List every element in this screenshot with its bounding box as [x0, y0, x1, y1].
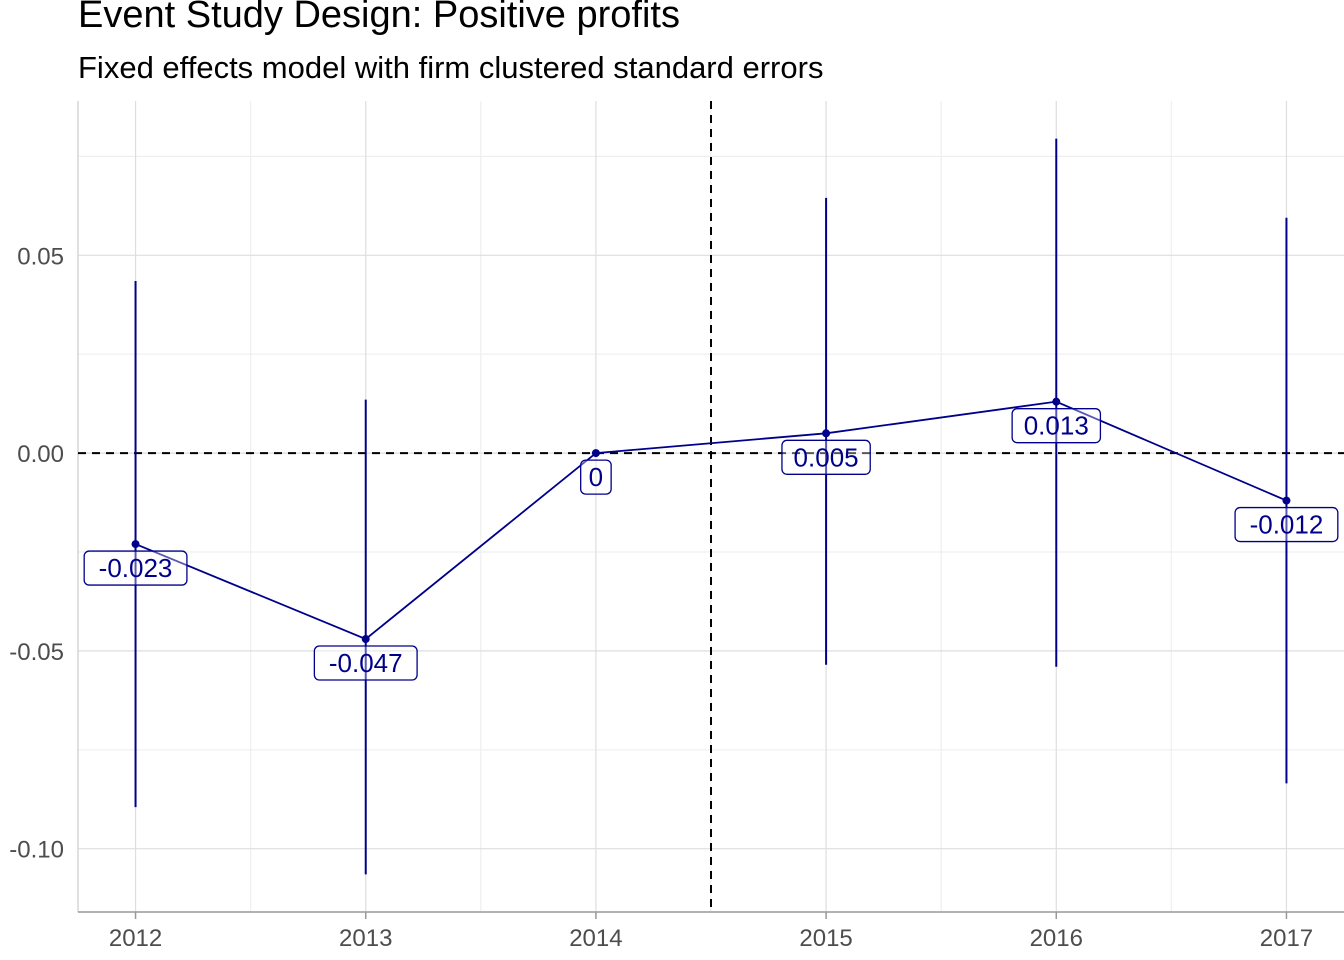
data-label: 0.013 [1024, 411, 1089, 441]
data-label-box [781, 439, 871, 475]
data-label-box [1234, 506, 1339, 543]
data-label-box [580, 459, 612, 495]
data-label-box [313, 645, 418, 681]
chart-subtitle: Fixed effects model with firm clustered … [78, 50, 824, 85]
y-tick-label: 0.00 [17, 441, 64, 468]
y-tick-label: 0.05 [17, 243, 64, 270]
x-tick-label: 2017 [1260, 925, 1313, 952]
x-tick-label: 2012 [109, 925, 162, 952]
data-label-box [1011, 408, 1102, 444]
estimate-point [131, 540, 140, 549]
estimate-point [1282, 496, 1291, 505]
estimate-point [361, 635, 370, 644]
y-tick-label: -0.05 [9, 639, 64, 666]
data-label: -0.047 [329, 648, 403, 678]
y-tick-label: -0.10 [9, 837, 64, 864]
data-label: -0.012 [1250, 510, 1324, 540]
chart-title: Event Study Design: Positive profits [78, 0, 680, 36]
x-tick-label: 2014 [569, 925, 622, 952]
x-tick-label: 2016 [1030, 925, 1083, 952]
data-label-box [83, 550, 188, 586]
x-tick-label: 2015 [799, 925, 852, 952]
data-label: -0.023 [99, 553, 173, 583]
estimate-point [1052, 397, 1061, 406]
data-label: 0.005 [794, 442, 859, 472]
estimate-line [135, 400, 1287, 641]
x-tick-label: 2013 [339, 925, 392, 952]
estimate-point [591, 449, 600, 458]
estimate-point [822, 429, 831, 438]
data-label: 0 [589, 462, 603, 492]
